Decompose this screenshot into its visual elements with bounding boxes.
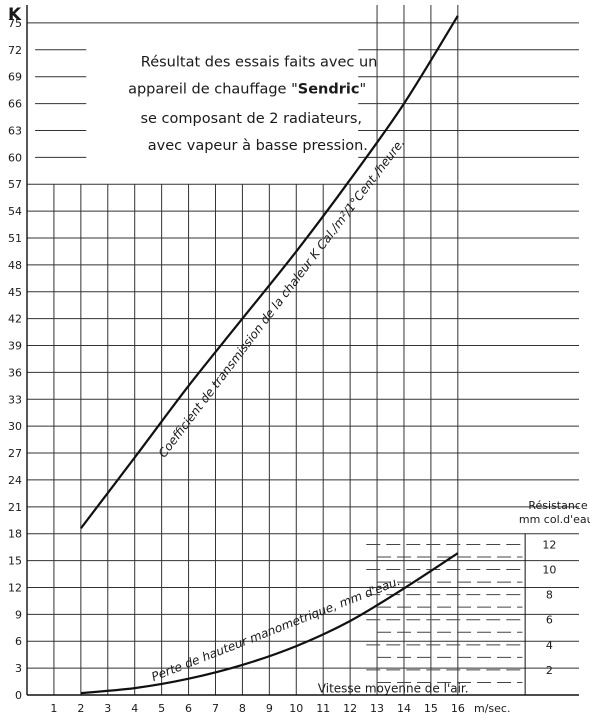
x-tick-label: 10 bbox=[289, 702, 303, 715]
x-tick-label: 15 bbox=[424, 702, 438, 715]
y-tick-label: 48 bbox=[8, 259, 22, 272]
x-tick-label: 1 bbox=[50, 702, 57, 715]
y-tick-label: 57 bbox=[8, 178, 22, 191]
grid bbox=[27, 5, 579, 696]
resistance-dashed-lines bbox=[366, 543, 523, 683]
y2-tick-label: 2 bbox=[546, 664, 553, 677]
caption-line: appareil de chauffage "Sendric" bbox=[128, 81, 366, 97]
tick-labels: 0369121518212427303336394245485154576063… bbox=[8, 17, 556, 715]
y2-tick-label: 12 bbox=[542, 538, 556, 551]
x-tick-label: 12 bbox=[343, 702, 357, 715]
y-tick-label: 33 bbox=[8, 393, 22, 406]
x-tick-label: 5 bbox=[158, 702, 165, 715]
y-tick-label: 60 bbox=[8, 151, 22, 164]
y-tick-label: 51 bbox=[8, 232, 22, 245]
plot-frame bbox=[26, 5, 579, 696]
y-tick-label: 24 bbox=[8, 474, 22, 487]
y-tick-label: 30 bbox=[8, 420, 22, 433]
x-tick-label: 6 bbox=[185, 702, 192, 715]
y2-tick-label: 10 bbox=[542, 564, 556, 577]
y-tick-label: 39 bbox=[8, 340, 22, 353]
y-tick-label: 3 bbox=[15, 662, 22, 675]
x-tick-label: 7 bbox=[212, 702, 219, 715]
y-tick-label: 72 bbox=[8, 44, 22, 57]
y2-tick-label: 4 bbox=[546, 639, 553, 652]
x-tick-label: 2 bbox=[77, 702, 84, 715]
caption-line: avec vapeur à basse pression. bbox=[148, 138, 368, 154]
y-tick-label: 63 bbox=[8, 124, 22, 137]
y2-tick-label: 6 bbox=[546, 614, 553, 627]
y-tick-label: 54 bbox=[8, 205, 22, 218]
x-tick-label: 16 bbox=[451, 702, 465, 715]
y-axis-title: K bbox=[8, 5, 22, 25]
y-tick-label: 9 bbox=[15, 608, 22, 621]
y2-axis-title: mm col.d'eau. bbox=[519, 513, 590, 526]
x-tick-label: 3 bbox=[104, 702, 111, 715]
x-tick-label: 8 bbox=[239, 702, 246, 715]
curves bbox=[80, 15, 459, 695]
y-tick-label: 6 bbox=[15, 635, 22, 648]
y-tick-label: 69 bbox=[8, 71, 22, 84]
y-tick-label: 45 bbox=[8, 286, 22, 299]
x-tick-label: 9 bbox=[266, 702, 273, 715]
y-tick-label: 27 bbox=[8, 447, 22, 460]
pressure-loss-curve-label: Perte de hauteur manometrique, mm d'eau. bbox=[150, 574, 403, 684]
y-tick-label: 36 bbox=[8, 366, 22, 379]
x-tick-label: 14 bbox=[397, 702, 411, 715]
y-tick-label: 12 bbox=[8, 581, 22, 594]
x-tick-label: 4 bbox=[131, 702, 138, 715]
transmission-curve bbox=[80, 15, 459, 529]
caption-line: se composant de 2 radiateurs, bbox=[140, 111, 362, 127]
x-tick-label: 11 bbox=[316, 702, 330, 715]
x-axis-unit: m/sec. bbox=[474, 702, 510, 715]
x-tick-label: 13 bbox=[370, 702, 384, 715]
y-tick-label: 18 bbox=[8, 528, 22, 541]
y-tick-label: 66 bbox=[8, 98, 22, 111]
y-tick-label: 0 bbox=[15, 689, 22, 702]
y-tick-label: 21 bbox=[8, 501, 22, 514]
x-axis-title: Vitesse moyenne de l'air. bbox=[318, 681, 469, 695]
y-tick-label: 75 bbox=[8, 17, 22, 30]
y2-axis-title: Résistance bbox=[528, 499, 588, 512]
caption-line: Résultat des essais faits avec un bbox=[141, 54, 378, 70]
y2-tick-label: 8 bbox=[546, 589, 553, 602]
pressure-loss-curve bbox=[80, 552, 459, 695]
y-tick-label: 15 bbox=[8, 555, 22, 568]
y-tick-label: 42 bbox=[8, 313, 22, 326]
